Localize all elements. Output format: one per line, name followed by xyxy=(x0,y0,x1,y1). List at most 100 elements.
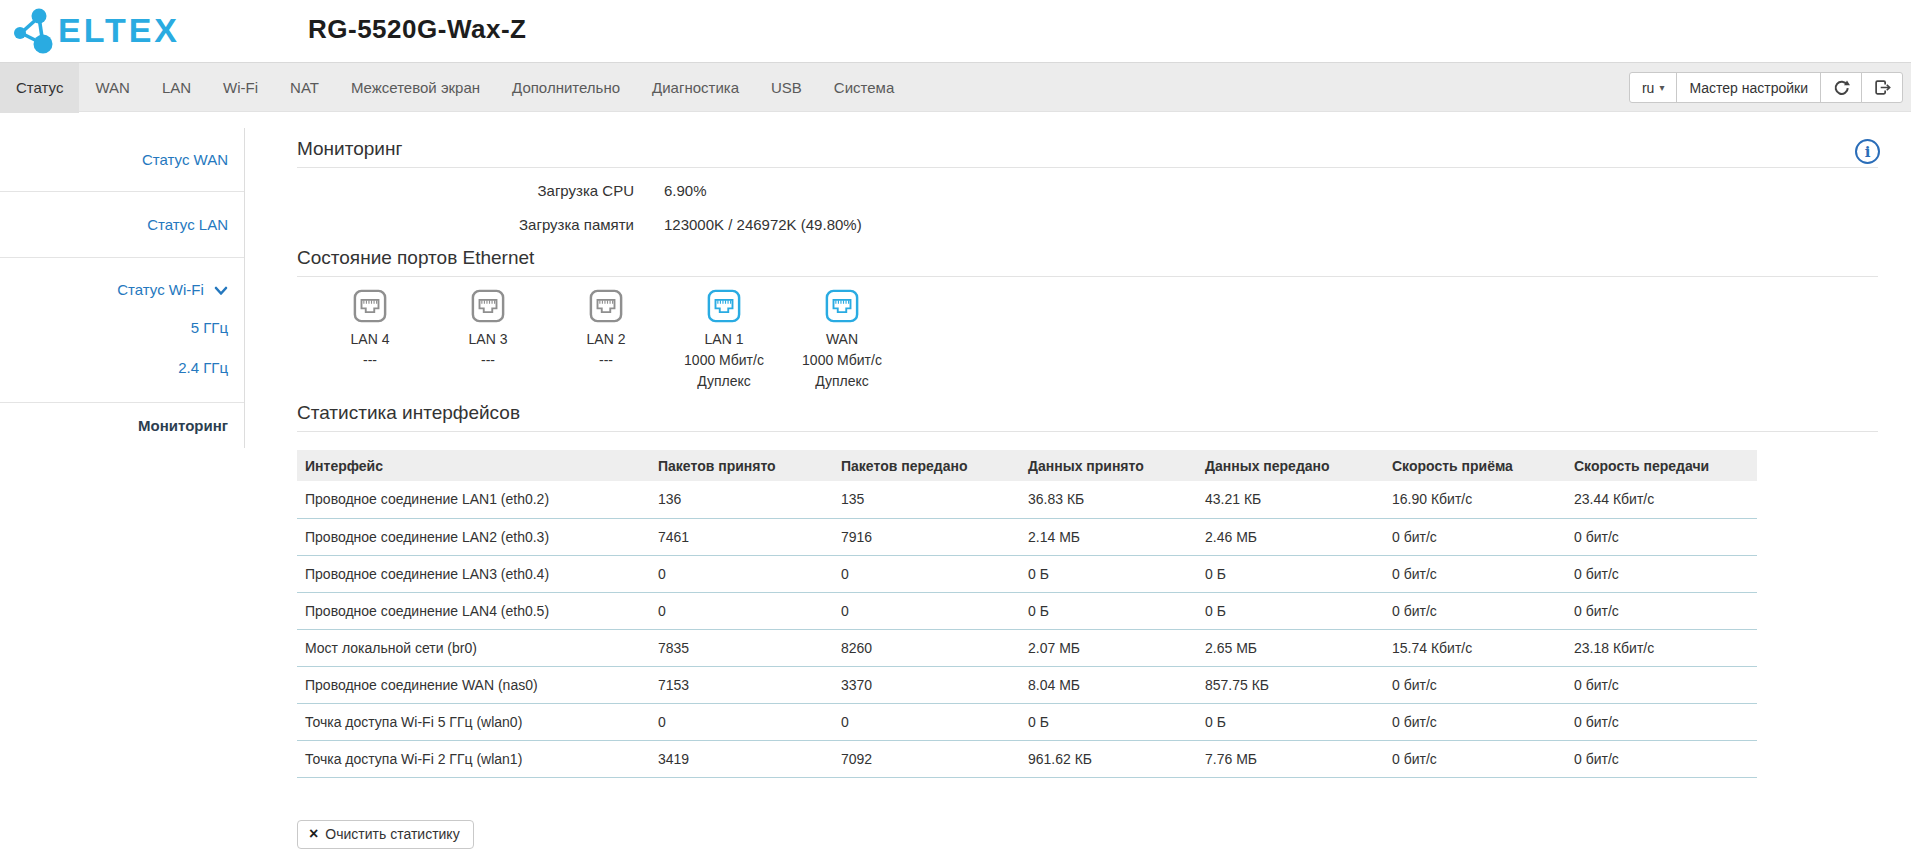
table-cell: 7092 xyxy=(833,740,1020,777)
table-cell: 7461 xyxy=(650,518,833,555)
interface-stats-section-title: Статистика интерфейсов xyxy=(297,402,1878,424)
table-row: Проводное соединение LAN3 (eth0.4)000 Б0… xyxy=(297,555,1757,592)
header: ELTEX RG-5520G-Wax-Z xyxy=(0,0,1911,62)
logout-button[interactable] xyxy=(1861,72,1903,103)
ethernet-port-icon xyxy=(471,289,505,323)
tab-wifi[interactable]: Wi-Fi xyxy=(207,63,274,113)
port-speed: 1000 Мбит/с xyxy=(783,350,901,371)
port-duplex: Дуплекс xyxy=(665,371,783,392)
ethernet-port-icon xyxy=(707,289,741,323)
section-divider xyxy=(297,276,1878,277)
chevron-down-icon xyxy=(214,286,228,296)
tab-wan[interactable]: WAN xyxy=(79,63,145,113)
port-name: LAN 2 xyxy=(547,329,665,350)
sidebar-item-label: Статус Wi-Fi xyxy=(117,281,204,298)
table-row: Проводное соединение LAN1 (eth0.2)136135… xyxy=(297,481,1757,518)
tab-firewall[interactable]: Межсетевой экран xyxy=(335,63,496,113)
table-cell: 2.07 МБ xyxy=(1020,629,1197,666)
table-row: Точка доступа Wi-Fi 5 ГГц (wlan0)000 Б0 … xyxy=(297,703,1757,740)
sidebar-item-status-lan[interactable]: Статус LAN xyxy=(0,192,244,258)
page-title: RG-5520G-Wax-Z xyxy=(308,14,526,45)
page: ELTEX RG-5520G-Wax-Z Статус WAN LAN Wi-F… xyxy=(0,0,1911,863)
table-cell: 135 xyxy=(833,481,1020,518)
table-cell: Точка доступа Wi-Fi 5 ГГц (wlan0) xyxy=(297,703,650,740)
refresh-icon xyxy=(1833,79,1850,96)
main-navbar: Статус WAN LAN Wi-Fi NAT Межсетевой экра… xyxy=(0,62,1911,112)
table-cell: 0 бит/с xyxy=(1566,703,1757,740)
tab-usb[interactable]: USB xyxy=(755,63,818,113)
stats-column-header: Пакетов принято xyxy=(650,450,833,481)
port-status: LAN 1 1000 Мбит/с Дуплекс xyxy=(665,289,783,392)
nav-controls: ru ▾ Мастер настройки xyxy=(1629,72,1903,103)
ethernet-port-icon xyxy=(825,289,859,323)
port-status: WAN 1000 Мбит/с Дуплекс xyxy=(783,289,901,392)
setup-wizard-button[interactable]: Мастер настройки xyxy=(1676,72,1821,103)
sidebar-item-wifi-24ghz[interactable]: 2.4 ГГц xyxy=(0,348,244,388)
stats-column-header: Интерфейс xyxy=(297,450,650,481)
port-status: LAN 4 --- xyxy=(311,289,429,392)
tab-advanced[interactable]: Дополнительно xyxy=(496,63,636,113)
stats-column-header: Данных передано xyxy=(1197,450,1384,481)
port-speed: --- xyxy=(547,350,665,371)
main-content: Мониторинг Загрузка CPU 6.90% Загрузка п… xyxy=(297,138,1878,849)
table-cell: 961.62 КБ xyxy=(1020,740,1197,777)
eltex-logo: ELTEX xyxy=(12,6,212,54)
table-row: Мост локальной сети (br0)783582602.07 МБ… xyxy=(297,629,1757,666)
table-cell: 0 бит/с xyxy=(1566,740,1757,777)
table-cell: 2.14 МБ xyxy=(1020,518,1197,555)
table-cell: 0 xyxy=(650,703,833,740)
clear-statistics-button[interactable]: × Очистить статистику xyxy=(297,820,474,849)
stats-column-header: Данных принято xyxy=(1020,450,1197,481)
section-divider xyxy=(297,167,1878,168)
table-cell: 0 бит/с xyxy=(1384,740,1566,777)
logo-wordmark: ELTEX xyxy=(58,11,180,49)
port-status: LAN 3 --- xyxy=(429,289,547,392)
port-speed: --- xyxy=(429,350,547,371)
sidebar-item-wifi-5ghz[interactable]: 5 ГГц xyxy=(0,308,244,348)
refresh-button[interactable] xyxy=(1820,72,1862,103)
table-cell: 16.90 Кбит/с xyxy=(1384,481,1566,518)
memory-load-value: 123000K / 246972K (49.80%) xyxy=(664,216,862,233)
table-cell: 0 Б xyxy=(1197,703,1384,740)
cpu-load-value: 6.90% xyxy=(664,182,707,199)
stats-column-header: Скорость приёма xyxy=(1384,450,1566,481)
table-cell: Проводное соединение LAN2 (eth0.3) xyxy=(297,518,650,555)
tab-lan[interactable]: LAN xyxy=(146,63,207,113)
nav-tabs: Статус WAN LAN Wi-Fi NAT Межсетевой экра… xyxy=(0,63,1911,113)
table-cell: 0 бит/с xyxy=(1566,666,1757,703)
sidebar-item-status-wan[interactable]: Статус WAN xyxy=(0,128,244,192)
table-cell: 0 бит/с xyxy=(1384,666,1566,703)
tab-nat[interactable]: NAT xyxy=(274,63,335,113)
tab-system[interactable]: Система xyxy=(818,63,910,113)
sidebar-item-monitoring[interactable]: Мониторинг xyxy=(0,403,244,448)
table-cell: 0 xyxy=(650,555,833,592)
table-cell: 0 бит/с xyxy=(1384,703,1566,740)
language-dropdown[interactable]: ru ▾ xyxy=(1629,72,1677,103)
table-cell: 7916 xyxy=(833,518,1020,555)
memory-load-row: Загрузка памяти 123000K / 246972K (49.80… xyxy=(297,216,1878,233)
table-cell: Проводное соединение LAN4 (eth0.5) xyxy=(297,592,650,629)
memory-load-label: Загрузка памяти xyxy=(297,216,634,233)
table-cell: 0 бит/с xyxy=(1384,518,1566,555)
tab-status[interactable]: Статус xyxy=(0,63,79,113)
tab-diagnostics[interactable]: Диагностика xyxy=(636,63,755,113)
sidebar: Статус WAN Статус LAN Статус Wi-Fi 5 ГГц… xyxy=(0,128,245,448)
port-speed: 1000 Мбит/с xyxy=(665,350,783,371)
ethernet-port-icon xyxy=(589,289,623,323)
monitoring-section-title: Мониторинг xyxy=(297,138,1878,160)
table-row: Точка доступа Wi-Fi 2 ГГц (wlan1)3419709… xyxy=(297,740,1757,777)
port-duplex: Дуплекс xyxy=(783,371,901,392)
sidebar-group-wifi: Статус Wi-Fi 5 ГГц 2.4 ГГц xyxy=(0,258,244,403)
sidebar-item-status-wifi[interactable]: Статус Wi-Fi xyxy=(0,272,244,308)
table-cell: Проводное соединение LAN1 (eth0.2) xyxy=(297,481,650,518)
table-cell: 0 бит/с xyxy=(1384,592,1566,629)
stats-table-body: Проводное соединение LAN1 (eth0.2)136135… xyxy=(297,481,1757,777)
table-cell: 3370 xyxy=(833,666,1020,703)
stats-column-header: Скорость передачи xyxy=(1566,450,1757,481)
table-cell: 0 Б xyxy=(1020,592,1197,629)
port-name: LAN 4 xyxy=(311,329,429,350)
table-cell: 0 xyxy=(833,555,1020,592)
ethernet-ports: LAN 4 --- LAN 3 --- xyxy=(297,289,1878,392)
table-cell: Точка доступа Wi-Fi 2 ГГц (wlan1) xyxy=(297,740,650,777)
table-cell: 136 xyxy=(650,481,833,518)
